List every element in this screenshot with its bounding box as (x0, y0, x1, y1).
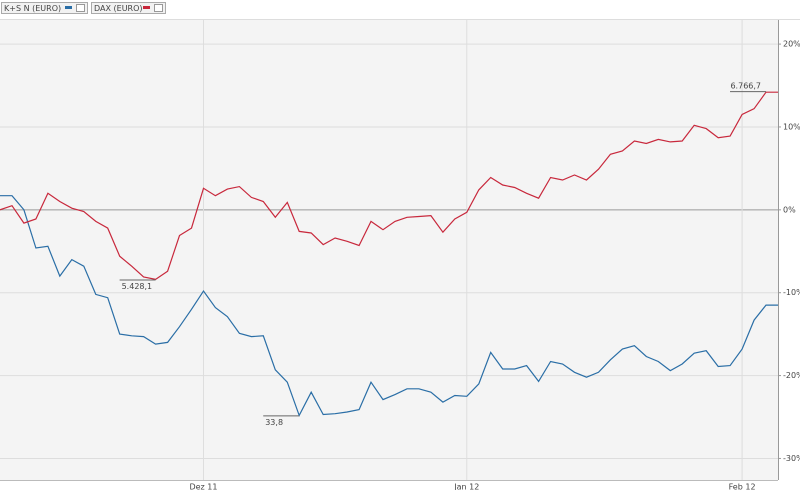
legend-box[interactable] (1, 2, 88, 14)
x-tick-label: Jan 12 (453, 483, 479, 490)
y-tick-label: 20% (783, 40, 800, 49)
annotation: 33,8 (265, 418, 283, 427)
plot-background (0, 20, 778, 480)
y-tick-label: 10% (783, 122, 800, 131)
y-tick-label: -30% (783, 454, 800, 463)
y-tick-label: -10% (783, 288, 800, 297)
y-tick-label: -20% (783, 371, 800, 380)
legend-swatch (65, 6, 72, 9)
annotation: 6.766,7 (730, 82, 761, 91)
legend-label: DAX (EURO) (94, 4, 143, 13)
legend-box[interactable] (91, 2, 166, 14)
x-tick-label: Dez 11 (189, 483, 217, 490)
y-tick-label: 0% (783, 205, 796, 214)
x-tick-label: Feb 12 (729, 483, 756, 490)
series-line (0, 195, 778, 417)
legend-label: K+S N (EURO) (4, 4, 61, 13)
annotation: 5.428,1 (122, 282, 153, 291)
legend-swatch (143, 6, 150, 9)
legend-button[interactable] (76, 4, 85, 12)
legend-button[interactable] (154, 4, 163, 12)
series-line (0, 91, 778, 281)
